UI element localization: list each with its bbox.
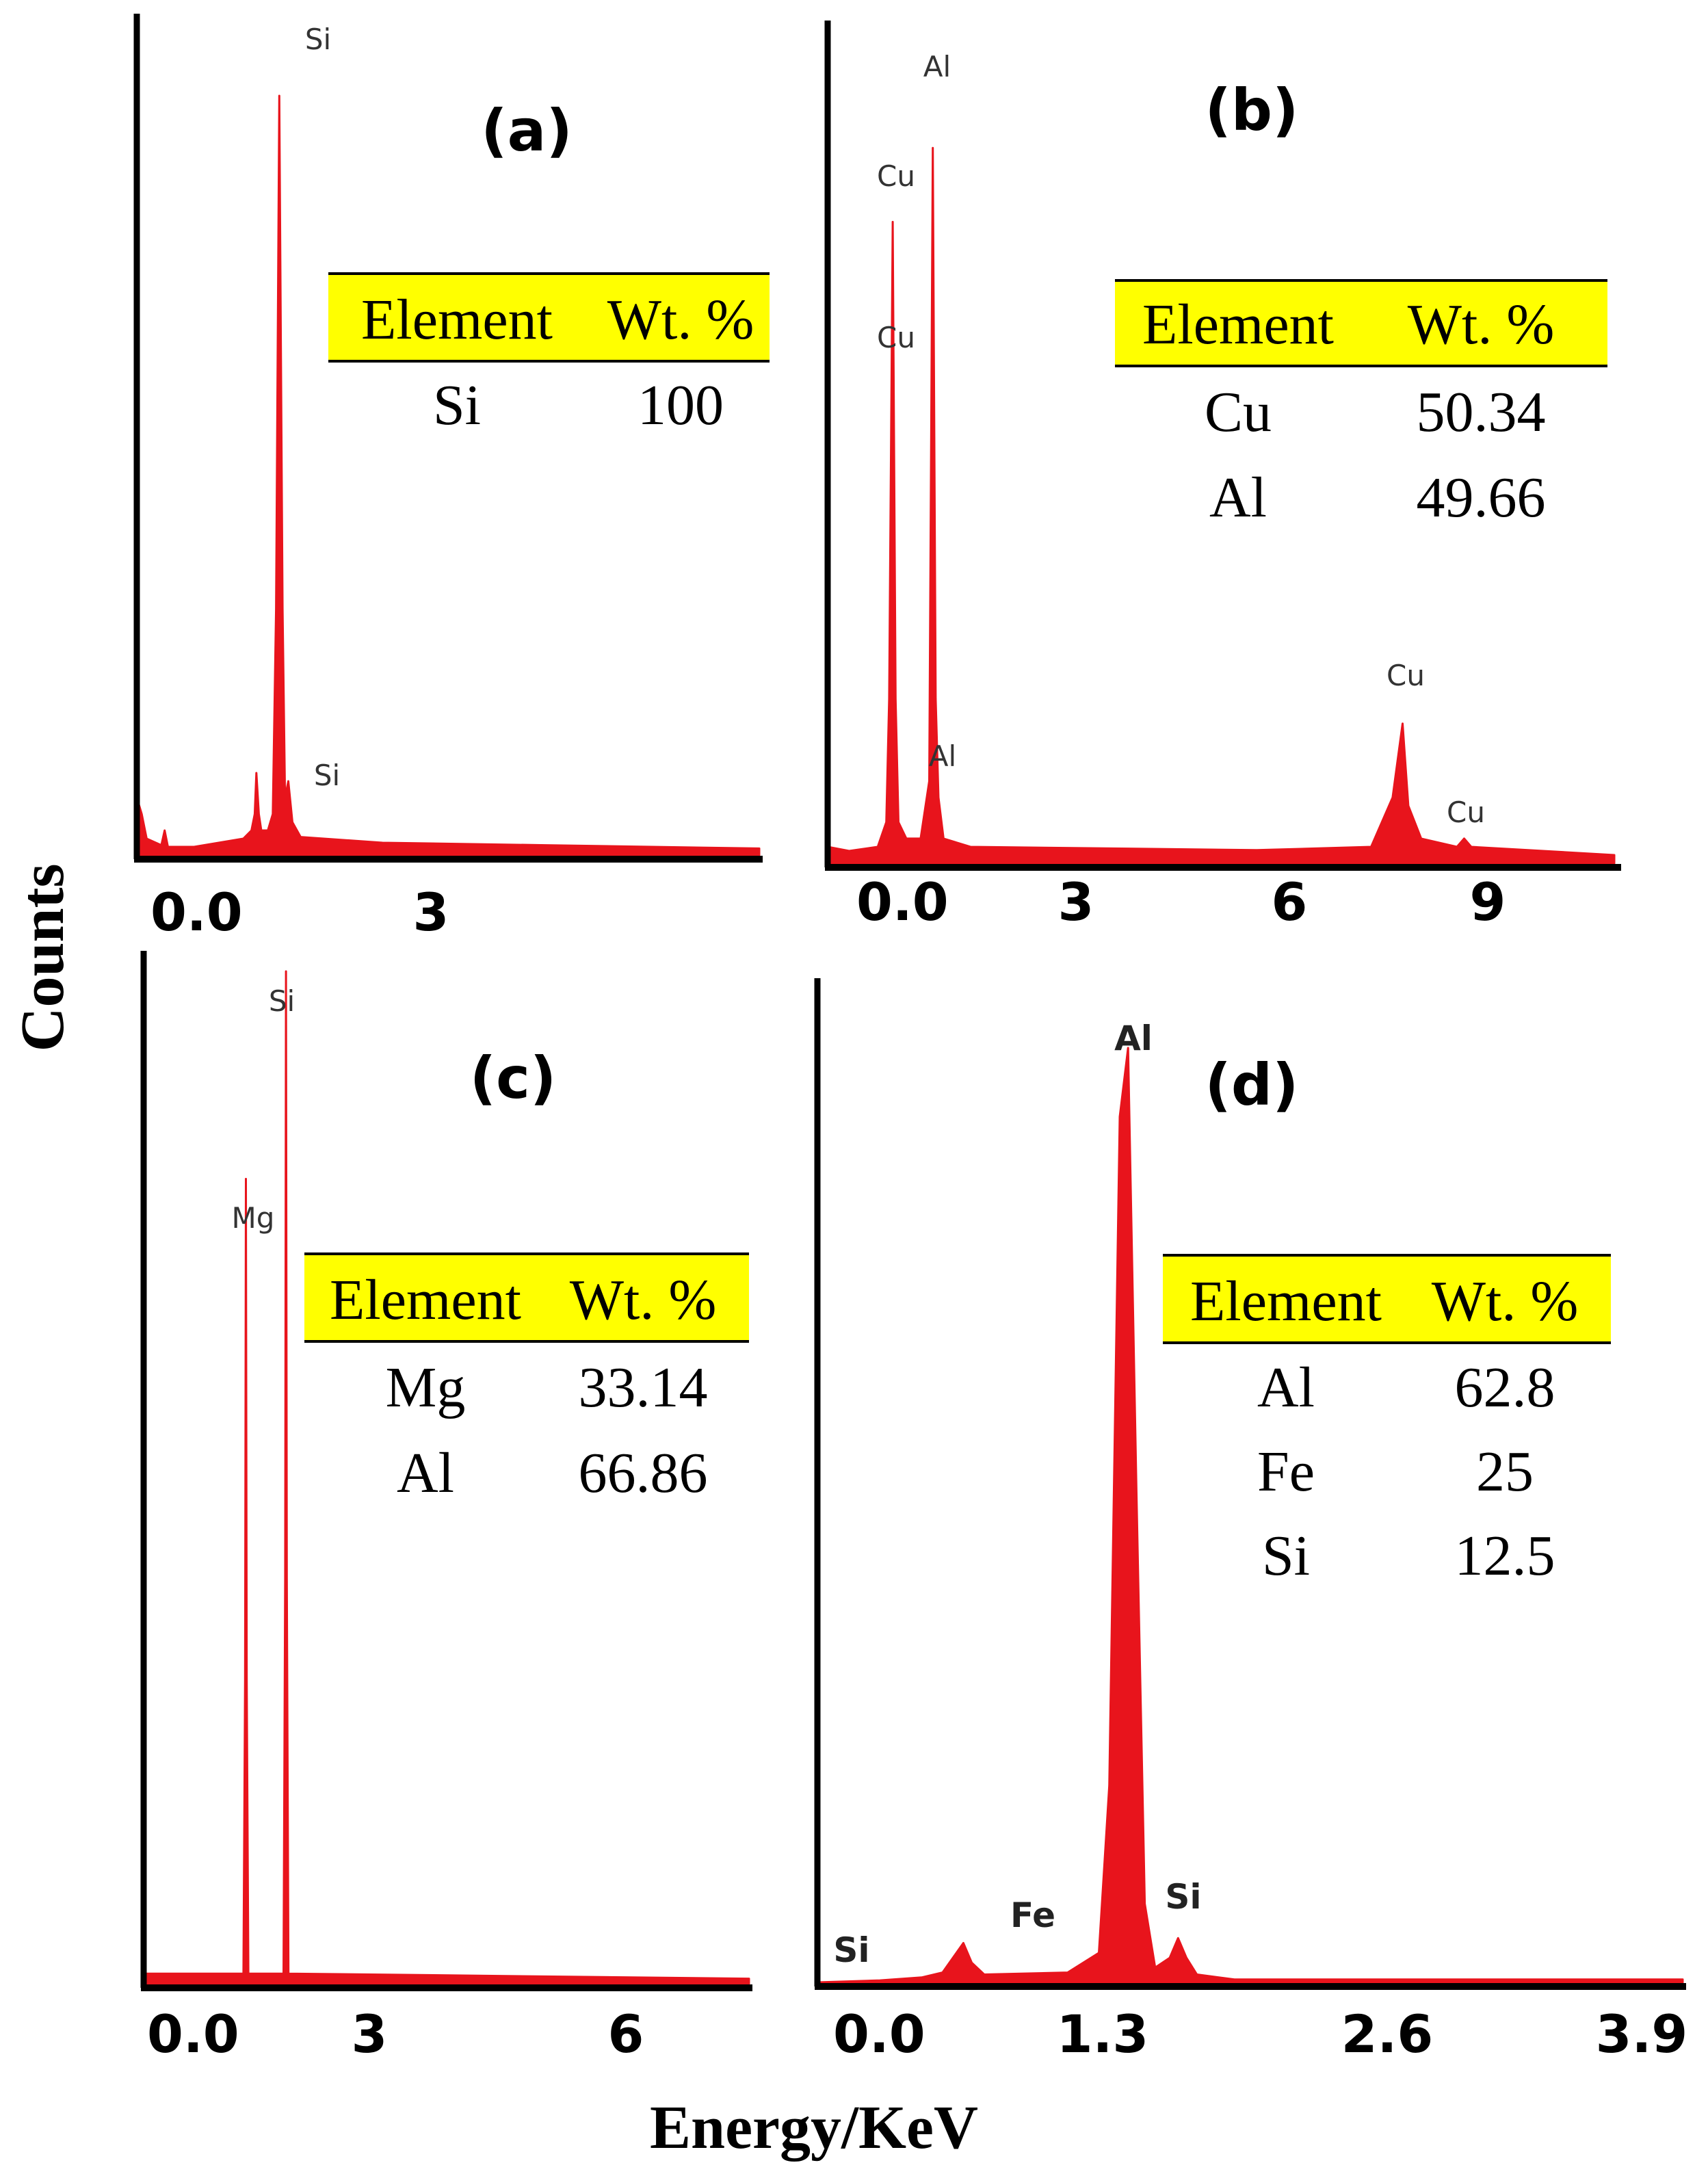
table-cell-element: Si xyxy=(1262,1524,1310,1588)
y-axis-title: Counts xyxy=(9,863,77,1051)
x-tick-label: 0.0 xyxy=(147,2004,239,2064)
x-tick-label: 3.9 xyxy=(1596,2004,1688,2064)
table-header-element: Element xyxy=(361,288,553,352)
peak-label: Cu xyxy=(877,159,915,193)
table-cell-wt: 12.5 xyxy=(1455,1524,1555,1588)
x-tick-label: 1.3 xyxy=(1057,2004,1149,2064)
table-cell-wt: 50.34 xyxy=(1417,380,1546,444)
peak-label: Cu xyxy=(1447,796,1485,829)
peak-label: Cu xyxy=(1387,659,1425,692)
x-tick-label: 9 xyxy=(1470,871,1506,932)
x-tick-label: 3 xyxy=(1058,871,1094,932)
table-header-background xyxy=(1115,280,1607,366)
peak-label: Si xyxy=(1165,1877,1201,1917)
table-header-element: Element xyxy=(1190,1270,1382,1333)
x-tick-label: 2.6 xyxy=(1341,2004,1434,2064)
x-tick-label: 6 xyxy=(608,2004,644,2064)
peak-label: Si xyxy=(314,759,340,792)
panel-a: 0.0 3 (a) Si Si Element Wt. % Si 100 xyxy=(133,14,770,943)
peak-label: Cu xyxy=(877,321,915,354)
panel-label: (d) xyxy=(1205,1051,1299,1118)
x-tick-label: 3 xyxy=(352,2004,388,2064)
x-tick-label: 0.0 xyxy=(150,882,243,943)
table-cell-element: Si xyxy=(433,373,481,437)
x-axis-title: Energy/KeV xyxy=(650,2094,978,2162)
table-cell-element: Cu xyxy=(1205,380,1272,444)
x-tick-label: 6 xyxy=(1272,871,1308,932)
composition-table: Element Wt. % Al 62.8 Fe 25 Si 12.5 xyxy=(1163,1254,1611,1588)
x-tick-label: 0.0 xyxy=(833,2004,925,2064)
peak-label: Si xyxy=(269,984,295,1018)
peak-label: Al xyxy=(929,739,956,773)
table-header-background xyxy=(1163,1255,1611,1343)
panel-d: 0.0 1.3 2.6 3.9 (d) Al Fe Si Si Element Wt. % Al 62.… xyxy=(814,978,1688,2064)
table-cell-element: Al xyxy=(1257,1356,1315,1419)
composition-table: Element Wt. % Mg 33.14 Al 66.86 xyxy=(304,1252,749,1505)
table-cell-wt: 49.66 xyxy=(1417,466,1546,529)
table-header-background xyxy=(304,1254,749,1341)
peak-label: Fe xyxy=(1010,1895,1055,1935)
table-header-wt: Wt. % xyxy=(1408,293,1555,356)
table-header-element: Element xyxy=(1142,293,1334,356)
table-header-element: Element xyxy=(330,1268,521,1332)
table-cell-element: Fe xyxy=(1257,1440,1315,1504)
x-tick-label: 0.0 xyxy=(856,871,949,932)
table-header-background xyxy=(328,274,770,361)
table-cell-wt: 66.86 xyxy=(579,1441,708,1505)
composition-table: Element Wt. % Cu 50.34 Al 49.66 xyxy=(1115,279,1607,529)
table-header-wt: Wt. % xyxy=(607,288,754,352)
spectrum-trace xyxy=(826,146,1616,865)
composition-table: Element Wt. % Si 100 xyxy=(328,272,770,437)
table-cell-wt: 25 xyxy=(1476,1440,1534,1504)
x-tick-label: 3 xyxy=(413,882,449,943)
panel-label: (b) xyxy=(1205,77,1299,144)
spectrum-trace xyxy=(135,94,761,856)
panel-b: 0.0 3 6 9 (b) Al Cu Cu Al Cu Cu Element Wt. % Cu 50.34… xyxy=(824,21,1621,932)
panels-layer: 0.0 3 (a) Si Si Element Wt. % Si 100 0.0 3 6 9 (b) Al C… xyxy=(133,14,1688,2064)
table-header-wt: Wt. % xyxy=(1432,1270,1579,1333)
table-cell-wt: 33.14 xyxy=(579,1356,708,1419)
panel-label: (c) xyxy=(470,1045,557,1112)
peak-label: Mg xyxy=(232,1201,275,1235)
table-cell-element: Mg xyxy=(386,1356,466,1419)
table-cell-element: Al xyxy=(1209,466,1267,529)
spectrum-trace xyxy=(142,970,750,1985)
peak-label: Al xyxy=(1114,1019,1153,1058)
spectrum-trace xyxy=(816,1047,1684,1984)
table-cell-wt: 62.8 xyxy=(1455,1356,1555,1419)
table-header-wt: Wt. % xyxy=(570,1268,717,1332)
panel-label: (a) xyxy=(481,97,572,164)
peak-label: Al xyxy=(923,50,951,83)
peak-label: Si xyxy=(833,1930,869,1970)
table-cell-element: Al xyxy=(397,1441,454,1505)
panel-c: 0.0 3 6 (c) Mg Si Element Wt. % Mg 33.14 Al 66.86 xyxy=(140,951,752,2064)
peak-label: Si xyxy=(305,23,331,56)
table-cell-wt: 100 xyxy=(638,373,724,437)
